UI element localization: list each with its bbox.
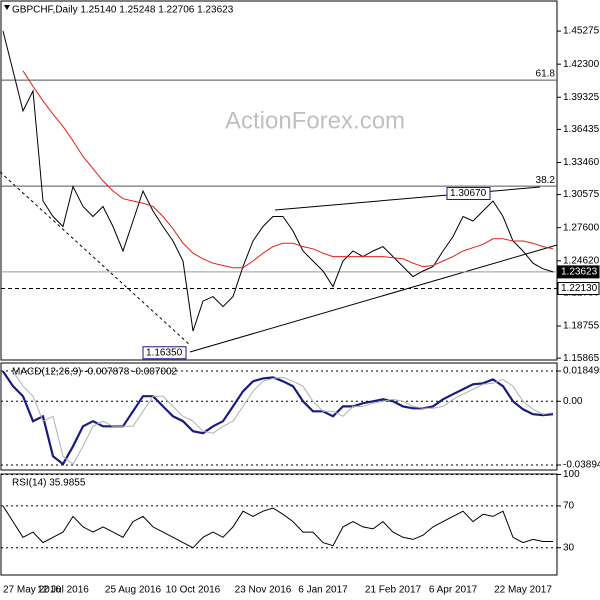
price-tag-box [557,281,600,295]
x-tick-label: 10 Oct 2016 [166,585,221,596]
fib-level-label: 38.2 [536,175,556,186]
x-tick-label: 12 Jul 2016 [37,585,89,596]
trend-line [274,186,541,211]
y-tick-label: 1.27600 [563,222,600,233]
y-tick-label: 1.33460 [563,157,600,168]
y-tick-label: 1.30575 [563,189,600,200]
x-tick-label: 6 Apr 2017 [429,585,478,596]
trend-line [0,171,191,346]
y-tick-label: 1.42300 [563,59,600,70]
y-tick-label: 1.24620 [563,255,600,266]
x-tick-label: 27 May 2016 [3,585,61,596]
trend-line [189,244,558,353]
y-tick-label: -0.038941 [563,460,600,471]
series-line [12,371,554,465]
y-tick-label: 1.36435 [563,124,600,135]
price-tag: 1.22130 [561,283,598,294]
y-tick-label: 0.00 [563,396,583,407]
annotation: 1.16350 [146,347,183,358]
y-tick-label: 1.39325 [563,92,600,103]
y-tick-label: 70 [563,501,575,512]
y-tick-label: 30 [563,542,575,553]
price-panel-frame [0,0,558,361]
y-tick-label: 100 [563,469,580,480]
fib-level-label: 61.8 [536,69,556,80]
menu-icon [4,5,10,10]
x-tick-label: 6 Jan 2017 [298,585,348,596]
annotation-box [142,346,187,360]
price-tag: 1.23623 [561,267,598,278]
annotation-box [446,187,491,201]
y-tick-label: 1.15865 [563,353,600,364]
series-line [22,70,554,269]
rsi-panel-frame [0,473,558,576]
x-tick-label: 25 Aug 2016 [105,585,162,596]
panel-title: MACD(12,26,9) -0.007878 -0.007002 [12,367,178,378]
panel-title: GBPCHF,Daily 1.25140 1.25248 1.22706 1.2… [12,5,234,16]
panel-title: RSI(14) 35.9855 [12,478,86,489]
series-line [2,505,553,549]
series-line [2,370,554,466]
price-tag-box [557,265,600,279]
y-tick-label: 0.018495 [563,366,600,377]
x-tick-label: 23 Nov 2016 [235,585,292,596]
x-tick-label: 22 May 2017 [494,585,552,596]
macd-panel-frame [0,362,558,471]
watermark: ActionForex.com [225,107,405,134]
x-tick-label: 21 Feb 2017 [365,585,422,596]
annotation: 1.30670 [450,188,487,199]
y-tick-label: 1.18755 [563,321,600,332]
y-tick-label: 1.45275 [563,26,600,37]
series-line [2,30,554,332]
